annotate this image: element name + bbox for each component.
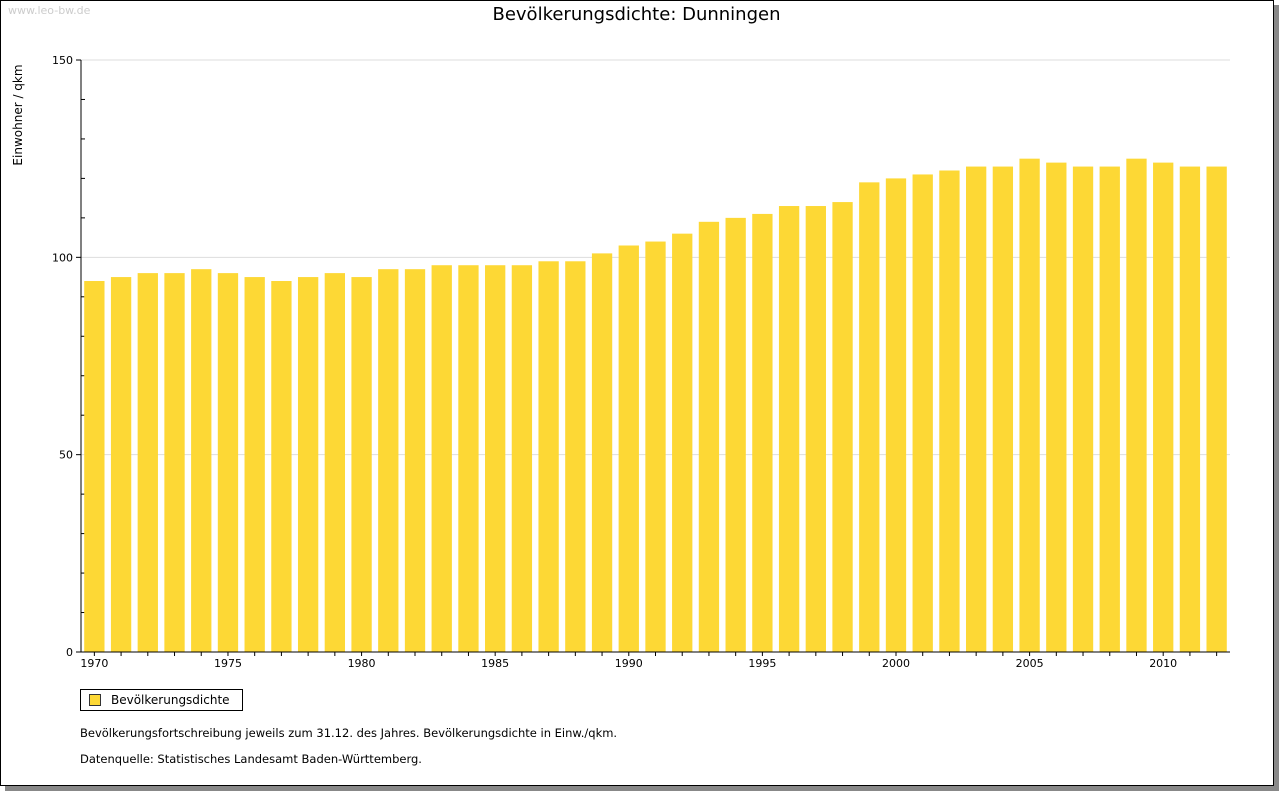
x-tick-label: 1975 — [214, 657, 242, 670]
bar-1971 — [110, 277, 132, 652]
x-tick-label: 2000 — [882, 657, 910, 670]
bar-1977 — [271, 281, 292, 652]
note-1: Bevölkerungsfortschreibung jeweils zum 3… — [80, 726, 618, 740]
bar-1987 — [538, 261, 559, 652]
x-tick-label: 1990 — [615, 657, 643, 670]
bar-1985 — [485, 265, 506, 652]
y-tick-label: 150 — [52, 54, 73, 67]
bar-1990 — [618, 245, 639, 652]
x-tick-label: 1980 — [348, 657, 376, 670]
bar-1972 — [137, 273, 158, 652]
bar-1983 — [431, 265, 452, 652]
bar-1996 — [778, 206, 800, 652]
watermark: www.leo-bw.de — [8, 4, 91, 17]
bar-2010 — [1153, 162, 1174, 652]
chart-title: Bevölkerungsdichte: Dunningen — [492, 4, 781, 25]
bar-1982 — [404, 269, 426, 652]
bar-2002 — [939, 170, 960, 653]
bar-1988 — [565, 261, 586, 652]
bar-1978 — [297, 277, 319, 652]
bar-1979 — [324, 273, 346, 652]
bar-1986 — [511, 265, 533, 652]
bar-1999 — [859, 182, 880, 652]
bar-2009 — [1126, 158, 1147, 652]
bar-1998 — [832, 202, 853, 652]
bar-1989 — [591, 253, 613, 653]
x-tick-label: 2005 — [1016, 657, 1044, 670]
legend-swatch — [89, 694, 101, 706]
bar-1981 — [378, 269, 399, 652]
y-tick-label: 100 — [52, 251, 73, 264]
y-tick-label: 0 — [66, 646, 73, 659]
bar-1975 — [217, 273, 239, 652]
y-tick-label: 50 — [59, 449, 73, 462]
bar-2001 — [912, 174, 933, 652]
bar-1984 — [458, 265, 479, 652]
bar-2005 — [1019, 158, 1040, 652]
bar-1993 — [698, 221, 720, 652]
bar-1973 — [164, 273, 185, 652]
bar-2008 — [1099, 166, 1120, 652]
bar-1970 — [84, 281, 105, 652]
x-tick-label: 1995 — [748, 657, 776, 670]
bar-1980 — [351, 277, 372, 652]
bar-1992 — [672, 233, 693, 653]
bar-1974 — [191, 269, 212, 652]
bar-1997 — [805, 206, 826, 652]
bar-2006 — [1046, 162, 1067, 652]
bar-2004 — [992, 166, 1014, 652]
bar-2007 — [1072, 166, 1094, 652]
bar-1994 — [725, 217, 746, 652]
x-tick-label: 1985 — [481, 657, 509, 670]
bar-2012 — [1206, 166, 1227, 652]
bar-2003 — [965, 166, 987, 652]
bar-1976 — [244, 277, 265, 652]
note-2: Datenquelle: Statistisches Landesamt Bad… — [80, 752, 422, 766]
x-tick-label: 1970 — [80, 657, 108, 670]
bar-1991 — [645, 241, 666, 652]
bar-1995 — [752, 213, 773, 653]
legend: Bevölkerungsdichte — [80, 689, 243, 711]
bar-2011 — [1179, 166, 1201, 652]
legend-label: Bevölkerungsdichte — [111, 693, 230, 707]
bar-2000 — [885, 178, 907, 652]
x-tick-label: 2010 — [1149, 657, 1177, 670]
